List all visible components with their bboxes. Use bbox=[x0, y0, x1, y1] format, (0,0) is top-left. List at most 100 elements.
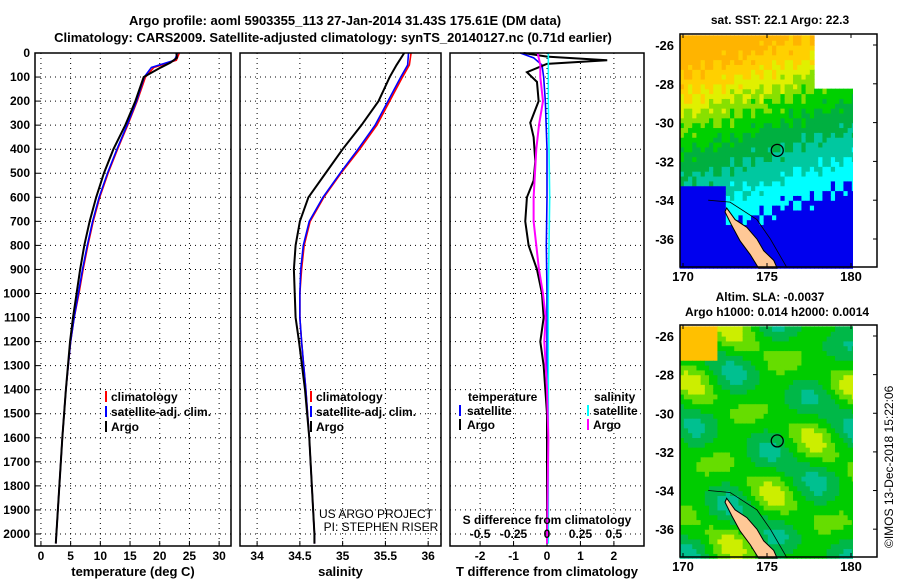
map-cell bbox=[746, 509, 752, 516]
map-cell bbox=[793, 514, 798, 521]
map-cell bbox=[755, 524, 761, 530]
map-cell bbox=[704, 209, 710, 216]
map-cell bbox=[767, 40, 773, 46]
map-cell bbox=[818, 108, 824, 114]
map-cell bbox=[713, 161, 719, 167]
map-cell bbox=[780, 64, 786, 70]
map-cell bbox=[738, 258, 744, 264]
legend-label: satellite-adj. clim. bbox=[111, 405, 211, 419]
map-cell bbox=[784, 137, 790, 143]
map-cell bbox=[847, 461, 853, 467]
map-cell bbox=[704, 495, 710, 501]
map-cell bbox=[709, 379, 714, 385]
map-cell bbox=[742, 393, 748, 400]
map-cell bbox=[713, 74, 719, 80]
map-cell bbox=[835, 379, 840, 385]
map-cell bbox=[755, 485, 761, 492]
map-cell bbox=[822, 185, 828, 192]
map-cell bbox=[797, 393, 803, 400]
map-cell bbox=[696, 442, 702, 448]
map-cell bbox=[826, 389, 832, 395]
map-cell bbox=[763, 524, 769, 530]
map-cell bbox=[767, 345, 773, 352]
map-cell bbox=[793, 485, 798, 492]
map-cell bbox=[839, 331, 845, 337]
map-cell bbox=[700, 166, 706, 172]
map-cell bbox=[763, 533, 769, 540]
map-cell bbox=[717, 418, 723, 424]
map-cell bbox=[751, 200, 756, 206]
map-cell bbox=[843, 389, 849, 395]
map-cell bbox=[700, 514, 706, 521]
map-cell bbox=[847, 180, 853, 187]
map-cell bbox=[839, 461, 845, 467]
map-cell bbox=[688, 360, 693, 366]
map-cell bbox=[788, 519, 794, 525]
map-cell bbox=[763, 326, 769, 332]
map-cell bbox=[784, 200, 790, 206]
map-cell bbox=[793, 326, 798, 332]
map-cell bbox=[746, 456, 752, 463]
map-cell bbox=[797, 374, 803, 381]
map-cell bbox=[725, 40, 731, 46]
map-cell bbox=[847, 103, 853, 109]
map-cell bbox=[713, 239, 719, 245]
map-cell bbox=[809, 413, 815, 419]
map-cell bbox=[692, 98, 698, 104]
map-cell bbox=[843, 490, 849, 496]
bathymetry-contour bbox=[708, 490, 788, 559]
map-cell bbox=[772, 398, 777, 405]
map-cell bbox=[692, 442, 698, 448]
map-cell bbox=[805, 490, 811, 496]
map-cell bbox=[809, 374, 815, 381]
map-cell bbox=[683, 253, 689, 259]
map-cell bbox=[709, 209, 714, 216]
map-cell bbox=[809, 185, 815, 192]
map-cell bbox=[847, 108, 853, 114]
map-cell bbox=[767, 78, 773, 85]
map-cell bbox=[759, 45, 765, 51]
legend-label: Argo bbox=[593, 418, 621, 432]
map-cell bbox=[738, 389, 744, 395]
map-cell bbox=[763, 476, 769, 482]
map-cell bbox=[826, 175, 832, 182]
map-cell bbox=[738, 103, 744, 109]
map-cell bbox=[700, 78, 706, 85]
map-cell bbox=[738, 471, 744, 477]
map-cell bbox=[780, 495, 786, 501]
map-cell bbox=[784, 122, 790, 129]
map-cell bbox=[721, 229, 727, 235]
map-cell bbox=[843, 336, 849, 342]
lat-tick-label: -26 bbox=[655, 329, 674, 344]
map-cell bbox=[759, 476, 765, 482]
map-cell bbox=[826, 156, 832, 162]
map-cell bbox=[797, 538, 803, 545]
map-cell bbox=[730, 209, 735, 216]
map-cell bbox=[751, 229, 756, 235]
map-cell bbox=[801, 538, 807, 545]
map-cell bbox=[784, 166, 790, 172]
x-tick-label: -1 bbox=[508, 549, 519, 563]
map-cell bbox=[814, 127, 819, 133]
map-cell bbox=[793, 151, 798, 158]
map-cell bbox=[725, 132, 731, 138]
map-cell bbox=[776, 117, 782, 124]
map-cell bbox=[704, 379, 710, 385]
map-cell bbox=[696, 326, 702, 332]
map-cell bbox=[692, 146, 698, 153]
map-cell bbox=[709, 500, 714, 506]
map-cell bbox=[734, 369, 740, 376]
map-cell bbox=[784, 205, 790, 211]
map-cell bbox=[784, 340, 790, 347]
map-cell bbox=[742, 59, 748, 65]
map-cell bbox=[847, 253, 853, 259]
map-cell bbox=[793, 408, 798, 414]
map-cell bbox=[788, 524, 794, 530]
map-cell bbox=[818, 432, 824, 439]
map-cell bbox=[721, 543, 727, 550]
map-cell bbox=[730, 205, 735, 211]
map-cell bbox=[746, 437, 752, 443]
map-cell bbox=[692, 171, 698, 177]
map-cell bbox=[742, 422, 748, 429]
map-cell bbox=[696, 393, 702, 400]
